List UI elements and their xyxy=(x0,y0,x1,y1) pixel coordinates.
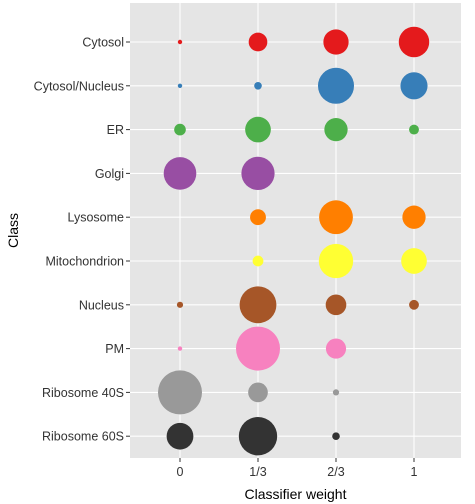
point-4-1 xyxy=(250,209,266,226)
point-0-0 xyxy=(177,39,183,45)
point-7-2 xyxy=(325,338,347,359)
x-tick-label: 0 xyxy=(177,465,184,479)
point-1-0 xyxy=(177,83,183,89)
point-1-3 xyxy=(400,72,428,100)
point-2-2 xyxy=(324,117,348,142)
y-tick-label: Ribosome 40S xyxy=(42,386,124,400)
point-3-1 xyxy=(241,156,275,191)
y-axis-ticks: Cytosol Cytosol/Nucleus ER Golgi Lysosome Mit… xyxy=(34,36,130,444)
y-axis-title: Class xyxy=(5,213,21,248)
y-tick-label: Cytosol xyxy=(82,36,124,50)
point-4-3 xyxy=(402,205,426,229)
data-points xyxy=(158,26,430,456)
point-4-2 xyxy=(319,200,353,235)
point-8-2 xyxy=(332,389,340,396)
point-5-1 xyxy=(252,255,264,267)
point-2-0 xyxy=(174,123,186,136)
point-6-0 xyxy=(176,301,184,308)
point-0-2 xyxy=(323,29,349,55)
point-9-1 xyxy=(238,417,278,456)
x-tick-label: 1/3 xyxy=(249,465,266,479)
y-tick-label: PM xyxy=(105,342,124,356)
y-tick-label: ER xyxy=(107,123,124,137)
x-axis-ticks: 0 1/3 2/3 1 xyxy=(177,458,418,479)
y-tick-label: Lysosome xyxy=(67,211,124,225)
point-8-0 xyxy=(158,370,202,415)
point-1-1 xyxy=(254,81,262,90)
point-9-2 xyxy=(332,432,340,441)
x-tick-label: 1 xyxy=(411,465,418,479)
point-7-1 xyxy=(236,326,280,371)
point-0-3 xyxy=(398,26,430,58)
point-5-2 xyxy=(318,243,354,279)
point-0-1 xyxy=(248,32,268,52)
point-5-3 xyxy=(401,248,427,274)
x-tick-label: 2/3 xyxy=(327,465,344,479)
y-tick-label: Cytosol/Nucleus xyxy=(34,79,124,93)
point-9-0 xyxy=(166,422,194,450)
point-3-0 xyxy=(163,157,197,190)
y-tick-label: Mitochondrion xyxy=(45,255,124,269)
point-2-1 xyxy=(245,116,271,143)
point-7-0 xyxy=(177,346,183,351)
x-axis-title: Classifier weight xyxy=(245,486,347,502)
point-2-3 xyxy=(409,124,419,135)
y-tick-label: Golgi xyxy=(95,167,124,181)
point-6-1 xyxy=(239,286,277,324)
y-tick-label: Nucleus xyxy=(79,298,124,312)
point-1-2 xyxy=(317,67,355,104)
point-6-3 xyxy=(409,299,419,310)
point-8-1 xyxy=(248,382,268,403)
y-tick-label: Ribosome 60S xyxy=(42,430,124,444)
point-6-2 xyxy=(325,294,347,316)
